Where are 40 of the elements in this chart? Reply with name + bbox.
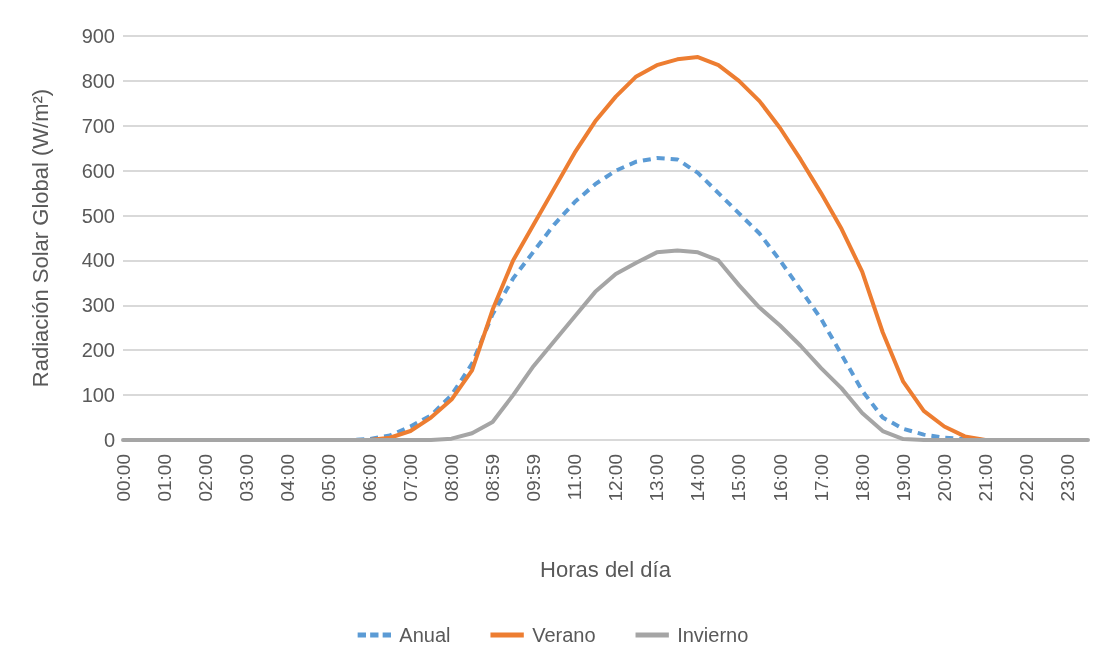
x-tick-label: 14:00: [687, 454, 709, 502]
x-tick-label: 18:00: [851, 454, 873, 502]
x-tick-label: 17:00: [810, 454, 832, 502]
y-tick-label: 800: [81, 69, 115, 92]
x-tick-label: 04:00: [276, 454, 298, 502]
x-tick-label: 23:00: [1056, 454, 1078, 502]
y-tick-label: 900: [81, 25, 115, 47]
x-tick-label: 21:00: [974, 454, 996, 502]
x-tick-label: 13:00: [646, 454, 668, 502]
x-tick-label: 15:00: [728, 454, 750, 502]
x-tick-label: 22:00: [1015, 454, 1037, 502]
x-tick-label: 20:00: [933, 454, 955, 502]
x-tick-label: 06:00: [358, 454, 380, 502]
y-tick-label: 300: [81, 294, 115, 317]
y-tick-label: 600: [81, 159, 115, 182]
y-tick-label: 500: [81, 204, 115, 227]
y-tick-label: 0: [103, 429, 115, 451]
x-tick-label: 00:00: [112, 454, 134, 502]
x-tick-label: 08:59: [482, 454, 504, 502]
x-tick-label: 01:00: [153, 454, 175, 502]
x-tick-label: 11:00: [564, 454, 586, 501]
x-tick-label: 07:00: [399, 454, 421, 502]
x-tick-label: 05:00: [317, 454, 339, 502]
x-tick-label: 16:00: [769, 454, 791, 502]
legend-label: Anual: [399, 624, 451, 646]
x-tick-label: 08:00: [441, 454, 463, 502]
legend-label: Invierno: [677, 624, 749, 646]
x-tick-label: 19:00: [892, 454, 914, 502]
x-axis-title: Horas del día: [540, 556, 672, 582]
y-tick-label: 700: [81, 114, 115, 137]
y-tick-label: 400: [81, 249, 115, 272]
y-axis-title: Radiación Solar Global (W/m²): [27, 88, 53, 388]
y-tick-label: 100: [81, 384, 115, 407]
x-tick-label: 12:00: [605, 454, 627, 502]
legend-label: Verano: [532, 624, 596, 646]
x-tick-label: 02:00: [194, 454, 216, 502]
line-series: [121, 248, 1090, 442]
y-tick-label: 200: [81, 339, 115, 362]
x-tick-label: 09:59: [523, 454, 545, 502]
x-tick-label: 03:00: [235, 454, 257, 502]
